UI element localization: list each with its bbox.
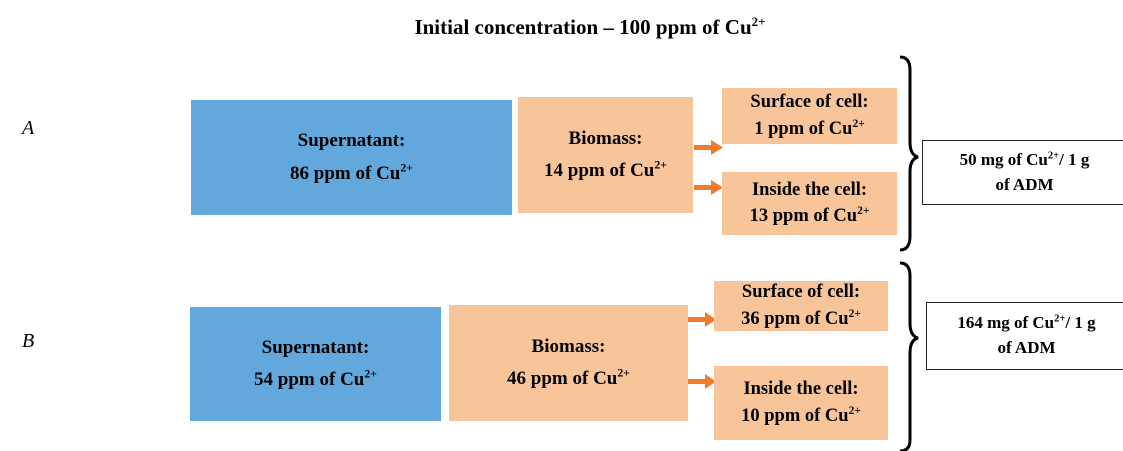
text: 164 mg of Cu: [957, 313, 1055, 333]
supernatant-box: Supernatant: 54 ppm of Cu2+: [190, 307, 441, 421]
supernatant-box: Supernatant: 86 ppm of Cu2+: [191, 100, 512, 215]
title: Initial concentration – 100 ppm of Cu2+: [0, 14, 1123, 40]
text: Inside the cell:: [743, 379, 859, 400]
text: 46 ppm of Cu: [507, 368, 618, 389]
text: / 1 g: [1059, 149, 1090, 169]
inside-box: Inside the cell: 10 ppm of Cu2+: [714, 366, 888, 440]
text: 2+: [400, 161, 413, 175]
biomass-box: Biomass: 14 ppm of Cu2+: [518, 97, 693, 213]
text: 2+: [852, 117, 865, 130]
text: / 1 g: [1065, 313, 1096, 333]
inside-box: Inside the cell: 13 ppm of Cu2+: [722, 172, 897, 235]
text: Biomass:: [568, 127, 643, 149]
text: 2+: [857, 205, 870, 218]
panel-label: A: [22, 117, 35, 139]
surface-box: Surface of cell: 36 ppm of Cu2+: [714, 281, 888, 331]
text: Surface of cell:: [741, 282, 861, 303]
text: Supernatant:: [261, 336, 370, 358]
text: 50 mg of Cu: [959, 149, 1048, 169]
text: of ADM: [995, 174, 1054, 194]
text: 2+: [848, 404, 861, 417]
text: 1 ppm of Cu: [754, 119, 853, 140]
biomass-box: Biomass: 46 ppm of Cu2+: [449, 305, 688, 421]
text: 2+: [617, 366, 630, 380]
text: 2+: [654, 158, 667, 172]
text: 2+: [1047, 150, 1060, 162]
text: of ADM: [997, 338, 1056, 357]
text: 2+: [364, 367, 377, 381]
panel-label: B: [22, 330, 35, 352]
text: 36 ppm of Cu: [741, 309, 849, 330]
text: 10 ppm of Cu: [741, 406, 849, 427]
text: Biomass:: [531, 335, 606, 357]
text: Initial concentration – 100 ppm of Cu: [414, 15, 752, 39]
text: 54 ppm of Cu: [254, 369, 365, 390]
text: 86 ppm of Cu: [290, 162, 401, 184]
text: Surface of cell:: [750, 92, 869, 113]
text: 2+: [1054, 313, 1066, 325]
text: 2+: [848, 307, 861, 320]
result-box: 164 mg of Cu2+/ 1 g of ADM: [926, 302, 1123, 370]
text: 14 ppm of Cu: [544, 160, 655, 181]
surface-box: Surface of cell: 1 ppm of Cu2+: [722, 88, 897, 144]
text: 13 ppm of Cu: [749, 206, 858, 227]
text: Inside the cell:: [751, 179, 868, 200]
text: 2+: [751, 14, 766, 29]
result-box: 50 mg of Cu2+/ 1 g of ADM: [922, 140, 1123, 205]
text: Supernatant:: [297, 130, 406, 152]
